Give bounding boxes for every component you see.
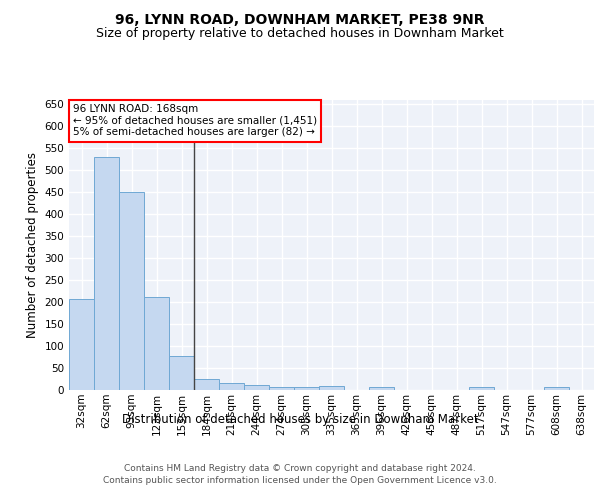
Y-axis label: Number of detached properties: Number of detached properties [26, 152, 39, 338]
Bar [469, 388, 494, 390]
Bar [544, 388, 569, 390]
Text: Contains public sector information licensed under the Open Government Licence v3: Contains public sector information licen… [103, 476, 497, 485]
Bar [69, 299, 94, 390]
Bar [94, 157, 119, 390]
Bar [294, 387, 319, 390]
Bar [169, 356, 194, 390]
Bar [219, 384, 244, 390]
Bar [119, 192, 144, 390]
Text: 96 LYNN ROAD: 168sqm
← 95% of detached houses are smaller (1,451)
5% of semi-det: 96 LYNN ROAD: 168sqm ← 95% of detached h… [73, 104, 317, 138]
Text: Distribution of detached houses by size in Downham Market: Distribution of detached houses by size … [122, 412, 478, 426]
Bar [369, 388, 394, 390]
Bar [319, 386, 344, 390]
Bar [269, 387, 294, 390]
Text: 96, LYNN ROAD, DOWNHAM MARKET, PE38 9NR: 96, LYNN ROAD, DOWNHAM MARKET, PE38 9NR [115, 12, 485, 26]
Text: Size of property relative to detached houses in Downham Market: Size of property relative to detached ho… [96, 28, 504, 40]
Bar [244, 384, 269, 390]
Bar [144, 297, 169, 390]
Bar [194, 378, 219, 390]
Text: Contains HM Land Registry data © Crown copyright and database right 2024.: Contains HM Land Registry data © Crown c… [124, 464, 476, 473]
